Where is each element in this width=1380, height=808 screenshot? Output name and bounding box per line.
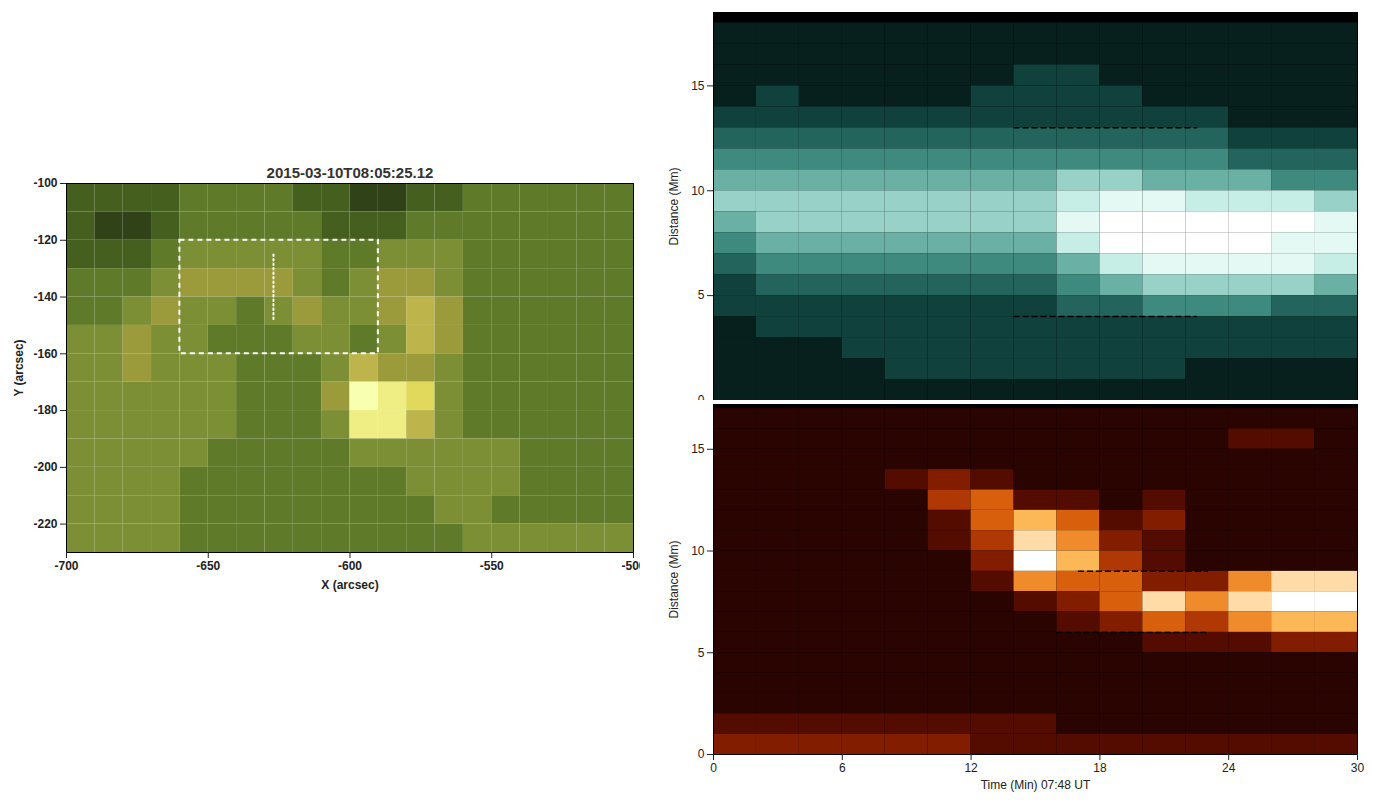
svg-text:10: 10: [691, 184, 705, 198]
svg-text:0: 0: [710, 761, 717, 775]
svg-text:15: 15: [691, 79, 705, 93]
svg-text:-550: -550: [480, 559, 504, 573]
svg-text:15: 15: [691, 442, 705, 456]
svg-text:18: 18: [1093, 761, 1107, 775]
svg-text:Time (Min) 07:48 UT: Time (Min) 07:48 UT: [981, 778, 1091, 792]
svg-text:-220: -220: [33, 517, 57, 531]
svg-text:5: 5: [698, 646, 705, 660]
svg-text:-650: -650: [196, 559, 220, 573]
svg-text:Distance (Mm): Distance (Mm): [667, 167, 681, 245]
svg-text:0: 0: [698, 747, 705, 761]
svg-text:24: 24: [1222, 761, 1236, 775]
svg-text:12: 12: [964, 761, 978, 775]
svg-text:0: 0: [698, 393, 705, 400]
svg-text:10: 10: [691, 544, 705, 558]
svg-text:-100: -100: [33, 176, 57, 190]
svg-text:-180: -180: [33, 403, 57, 417]
svg-text:-200: -200: [33, 460, 57, 474]
svg-text:5: 5: [698, 288, 705, 302]
svg-text:-140: -140: [33, 290, 57, 304]
svg-text:6: 6: [839, 761, 846, 775]
svg-text:Y (arcsec): Y (arcsec): [12, 339, 26, 396]
svg-text:2015-03-10T08:05:25.12: 2015-03-10T08:05:25.12: [267, 164, 434, 181]
svg-text:-600: -600: [338, 559, 362, 573]
svg-text:-160: -160: [33, 347, 57, 361]
svg-text:-700: -700: [54, 559, 78, 573]
svg-text:X (arcsec): X (arcsec): [321, 578, 378, 592]
svg-text:Distance (Mm): Distance (Mm): [667, 540, 681, 618]
svg-text:-120: -120: [33, 233, 57, 247]
svg-text:-500: -500: [621, 559, 646, 573]
svg-text:30: 30: [1351, 761, 1365, 775]
